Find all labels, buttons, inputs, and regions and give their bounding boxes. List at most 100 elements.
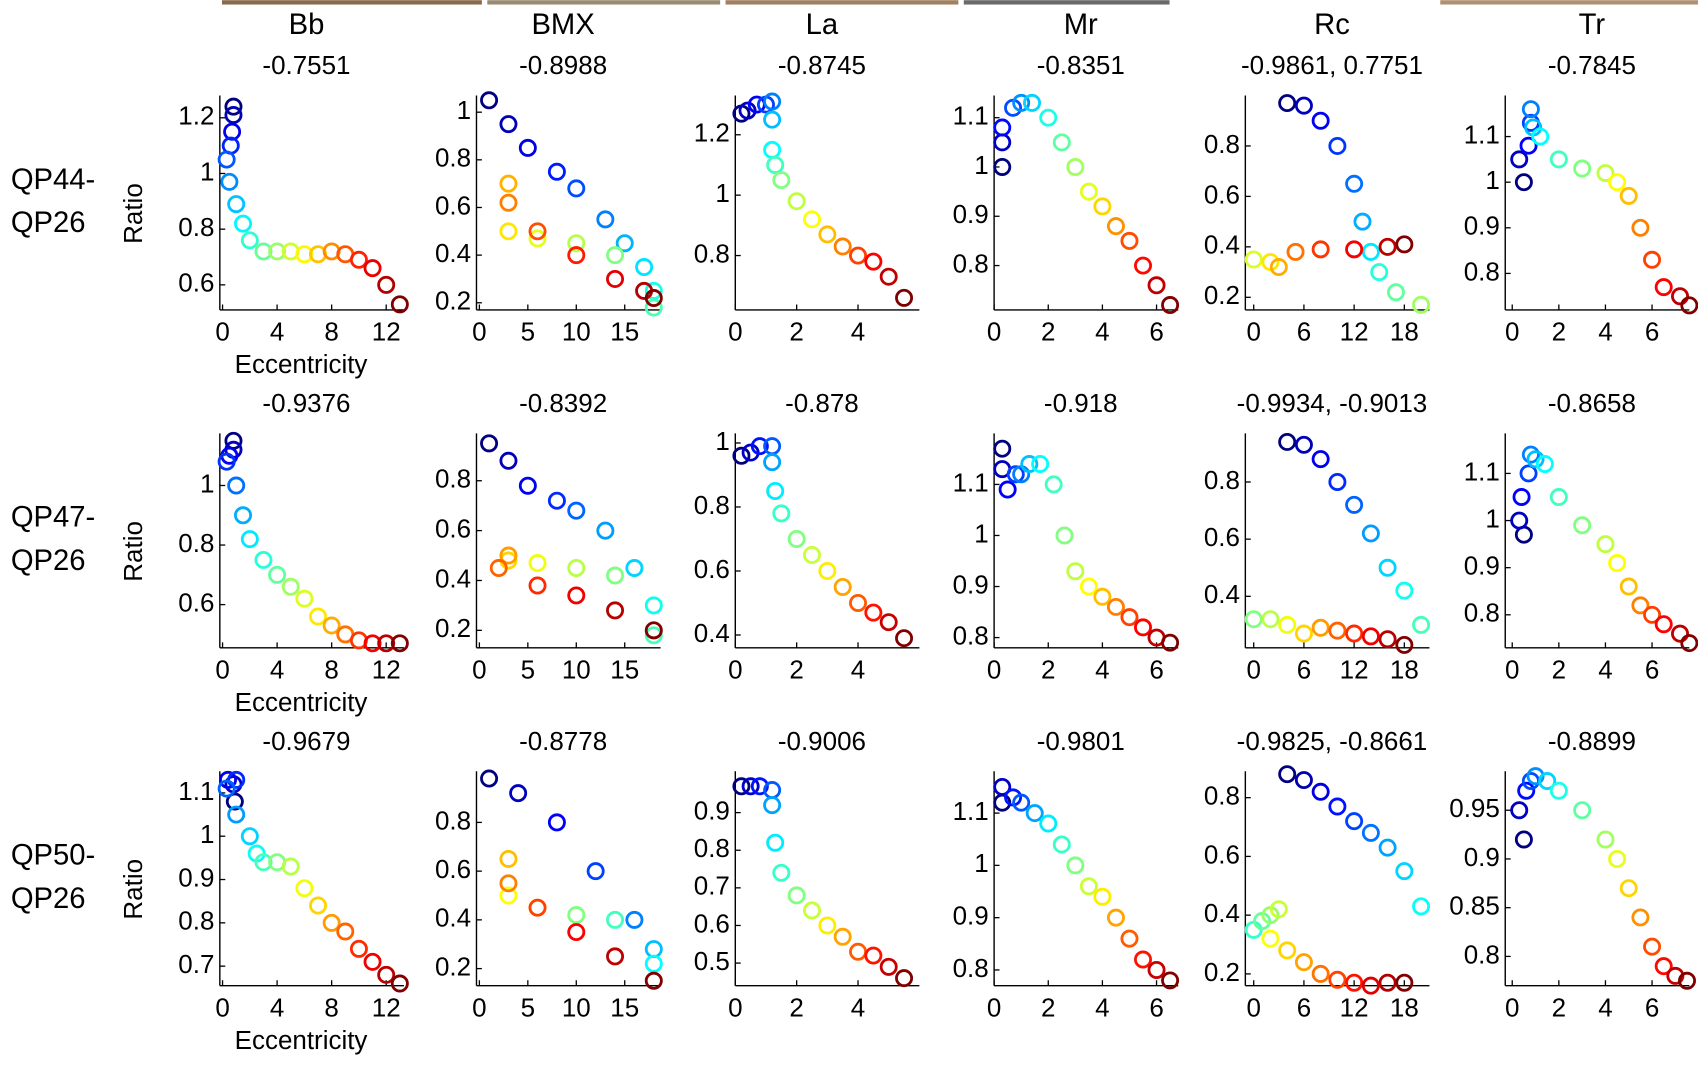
y-tick-label: 0.8 [178,212,214,242]
data-point [217,779,236,798]
data-point [1134,618,1152,637]
data-point [363,952,382,971]
data-point [1311,964,1330,983]
data-point [1573,516,1592,535]
data-point [1147,276,1166,295]
x-tick-label: 4 [1095,317,1109,347]
y-tick-label: 0.9 [1464,211,1500,241]
data-point [1120,231,1139,250]
data-point [528,898,547,917]
data-point [644,621,663,640]
subplot: -0.8988 0 5 10 15 0.2 0.4 0.6 0.8 1 [435,50,663,347]
data-point [390,295,409,314]
data-point [528,576,547,595]
data-point [1120,608,1139,627]
x-tick-label: 0 [1246,992,1260,1022]
subplot: -0.918 0 2 4 6 0.8 0.9 1 1.1 [953,388,1180,684]
subplot: -0.8899 0 2 4 6 0.8 0.85 0.9 0.95 [1449,726,1696,1022]
data-point [1278,765,1297,784]
data-point [1519,136,1538,155]
data-point [499,886,518,905]
data-point [1006,465,1025,484]
x-tick-label: 6 [1149,654,1163,684]
y-tick-label: 0.2 [435,613,471,643]
x-tick-label: 4 [270,654,284,684]
data-point [1106,597,1125,616]
data-point [377,634,396,653]
y-tick-label: 1.1 [953,467,989,497]
x-tick-label: 4 [1095,654,1109,684]
data-point [766,481,785,500]
data-point [1619,186,1638,205]
x-tick-label: 0 [1246,654,1260,684]
x-tick-label: 5 [521,317,535,347]
data-point [586,862,605,881]
data-point [1311,782,1330,801]
data-point [644,626,663,645]
data-point [1023,93,1041,112]
x-tick-label: 12 [1340,317,1369,347]
y-tick-label: 0.85 [1449,891,1500,921]
data-point [1134,256,1152,275]
data-point [1244,250,1263,269]
data-point [1654,615,1673,634]
data-point [1161,633,1180,652]
subplot-title: -0.8392 [519,388,607,418]
data-point [1395,973,1414,992]
data-point [567,501,586,520]
data-point [509,784,528,803]
data-point [1106,908,1125,927]
data-point [1510,150,1529,169]
data-point [1052,133,1071,152]
y-tick-label: 0.4 [435,563,471,593]
data-point [644,281,663,300]
data-point [1643,605,1662,624]
data-point [1370,263,1389,282]
data-point [240,231,259,250]
subplot: -0.9376 0 4 8 12 0.6 0.8 1 Eccentricity Ratio [118,388,409,717]
x-tick-label: 0 [472,992,486,1022]
y-tick-label: 1 [715,178,729,208]
data-point [1269,900,1288,919]
x-tick-label: 10 [562,992,591,1022]
data-point [625,559,644,577]
y-tick-label: 1.1 [1464,456,1500,486]
data-point [1025,804,1044,823]
x-tick-label: 15 [610,992,639,1022]
data-point [635,258,654,277]
x-tick-label: 0 [215,654,229,684]
y-tick-label: 0.9 [178,862,214,892]
data-point [1519,464,1538,483]
y-tick-label: 0.6 [435,854,471,884]
data-point [993,439,1012,458]
subplot: -0.8745 0 2 4 0.8 1 1.2 [694,50,920,347]
x-tick-label: 6 [1149,992,1163,1022]
data-point [1345,495,1364,514]
subplot-title: -0.7845 [1548,50,1636,80]
data-point [322,616,341,635]
data-point [1161,971,1180,990]
data-point [993,118,1012,137]
data-point [567,234,586,253]
y-tick-label: 0.6 [1204,839,1240,869]
subplot: -0.8351 0 2 4 6 0.8 0.9 1 1.1 [953,50,1180,347]
data-point [833,927,852,946]
data-point [1654,278,1673,297]
data-point [849,942,868,961]
data-point [363,634,382,653]
data-point [879,957,898,976]
subplot: -0.8392 0 5 10 15 0.2 0.4 0.6 0.8 [435,388,663,684]
data-point [1012,793,1031,812]
data-point [803,210,821,229]
y-tick-label: 0.6 [694,908,730,938]
subplot-title: -0.8351 [1037,50,1125,80]
data-point [1066,856,1085,875]
data-point [644,596,663,615]
data-point [363,259,382,278]
data-point [281,857,300,876]
x-tick-label: 12 [372,992,401,1022]
data-point [1631,218,1650,237]
y-tick-label: 0.9 [953,901,989,931]
x-tick-label: 8 [324,992,338,1022]
data-point [309,607,328,626]
